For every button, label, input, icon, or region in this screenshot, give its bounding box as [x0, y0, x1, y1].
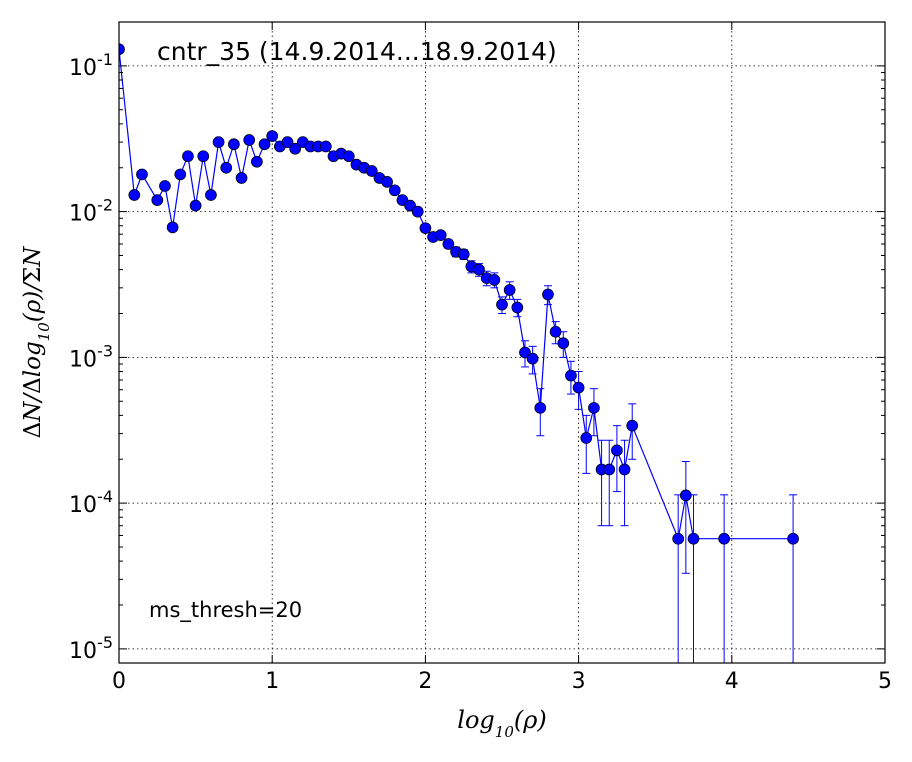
data-point — [457, 248, 470, 261]
data-point — [258, 138, 271, 151]
data-point — [519, 346, 531, 359]
data-point — [189, 199, 202, 212]
data-point — [672, 532, 685, 545]
data-point — [787, 532, 799, 545]
data-point — [128, 189, 141, 201]
y-tick-base: 10 — [69, 202, 97, 227]
x-tick-label: 4 — [725, 669, 739, 694]
x-tick-label: 0 — [112, 669, 126, 694]
data-point — [220, 161, 233, 174]
data-point — [228, 138, 240, 151]
y-tick-label: 10-1 — [69, 50, 113, 81]
data-point — [319, 140, 332, 153]
data-point — [342, 150, 355, 163]
data-point — [404, 199, 416, 212]
data-point — [580, 432, 593, 444]
data-point — [557, 337, 570, 350]
data-point — [251, 155, 263, 168]
data-point — [182, 150, 194, 163]
data-point — [266, 130, 279, 142]
threshold-annotation: ms_thresh=20 — [149, 598, 302, 623]
data-point — [473, 263, 485, 276]
data-point — [411, 205, 424, 218]
y-tick-base: 10 — [69, 639, 97, 664]
y-tick-exponent: -2 — [97, 196, 113, 215]
data-point — [174, 168, 187, 181]
y-tick-label: 10-2 — [69, 196, 113, 227]
data-point — [718, 532, 730, 545]
data-point — [419, 222, 432, 235]
y-tick-exponent: -3 — [97, 341, 113, 360]
data-point — [381, 176, 393, 188]
data-point — [526, 352, 539, 365]
data-series — [119, 43, 799, 663]
x-tick-label: 5 — [878, 669, 892, 694]
data-point — [503, 284, 516, 296]
plot-frame — [118, 21, 886, 664]
x-tick-label: 2 — [418, 669, 432, 694]
data-point — [572, 381, 585, 394]
data-point — [136, 168, 148, 181]
y-tick-base: 10 — [69, 56, 97, 81]
data-point — [289, 142, 302, 155]
y-tick-label: 10-3 — [69, 341, 113, 372]
y-tick-exponent: -4 — [97, 487, 113, 506]
axis-ticks: 0 1 2 3 4 510-110-210-310-410-5 — [69, 21, 892, 694]
data-point — [281, 136, 294, 148]
data-point — [611, 444, 623, 457]
data-point — [235, 172, 248, 184]
y-tick-label: 10-5 — [69, 633, 113, 664]
x-tick-label: 3 — [572, 669, 586, 694]
data-point — [434, 229, 447, 241]
chart-title: cntr_35 (14.9.2014...18.9.2014) — [157, 37, 557, 66]
data-point — [488, 274, 501, 286]
data-point — [166, 221, 179, 234]
data-point — [442, 238, 455, 250]
data-point — [603, 463, 616, 476]
data-point — [534, 402, 547, 414]
data-point — [618, 463, 631, 476]
data-point — [197, 150, 210, 163]
x-tick-label: 1 — [265, 669, 279, 694]
data-point — [388, 184, 401, 197]
data-point — [159, 180, 171, 192]
data-point — [565, 369, 577, 382]
data-point — [243, 134, 256, 146]
data-point — [626, 419, 639, 432]
y-tick-label: 10-4 — [69, 487, 113, 518]
data-point — [496, 298, 508, 311]
y-tick-base: 10 — [69, 493, 97, 518]
data-point — [687, 532, 700, 545]
data-point — [679, 489, 692, 502]
data-point — [151, 194, 164, 206]
y-tick-base: 10 — [69, 347, 97, 372]
y-tick-exponent: -5 — [97, 633, 113, 652]
data-point — [511, 301, 524, 314]
data-point — [212, 136, 225, 148]
data-point — [365, 165, 378, 177]
y-axis-label: ΔN/Δlog10(ρ)/ΣN — [20, 246, 53, 439]
data-point — [588, 402, 600, 414]
data-point — [542, 288, 554, 301]
data-point — [549, 325, 562, 338]
y-tick-exponent: -1 — [97, 50, 113, 69]
data-point — [119, 43, 125, 56]
data-point — [205, 189, 217, 201]
series-group — [119, 43, 799, 663]
x-axis-label: log10(ρ) — [457, 706, 546, 741]
